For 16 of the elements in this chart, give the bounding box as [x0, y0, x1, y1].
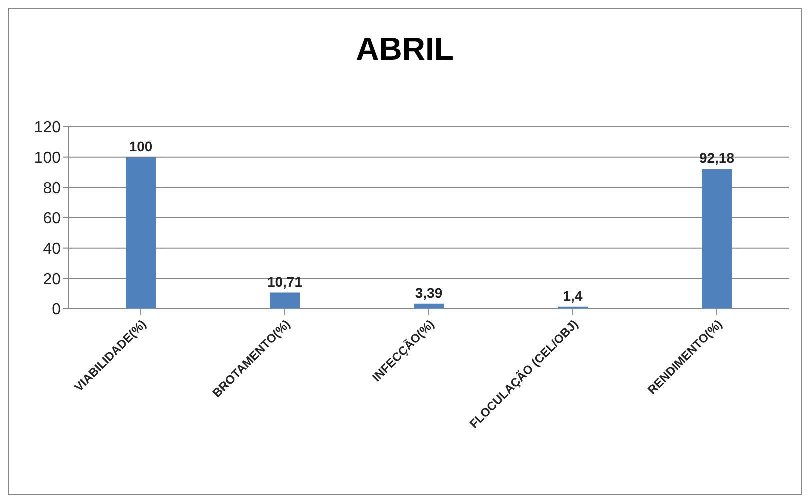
- data-label: 1,4: [563, 288, 583, 304]
- y-tick-label: 80: [43, 180, 62, 198]
- bar: [126, 157, 156, 309]
- data-label: 3,39: [415, 284, 443, 301]
- y-tick-label: 100: [34, 150, 62, 168]
- y-tick-label: 40: [43, 241, 62, 258]
- data-label: 100: [129, 138, 153, 154]
- y-tick-label: 60: [43, 210, 62, 228]
- chart-title: ABRIL: [355, 31, 455, 68]
- y-tick-label: 20: [43, 271, 62, 288]
- y-tick-label: 120: [34, 120, 62, 137]
- bar: [270, 292, 300, 309]
- y-tick-label: 0: [52, 302, 62, 319]
- data-label: 92,18: [699, 150, 735, 166]
- bar: [702, 169, 732, 309]
- data-label: 10,71: [267, 274, 303, 290]
